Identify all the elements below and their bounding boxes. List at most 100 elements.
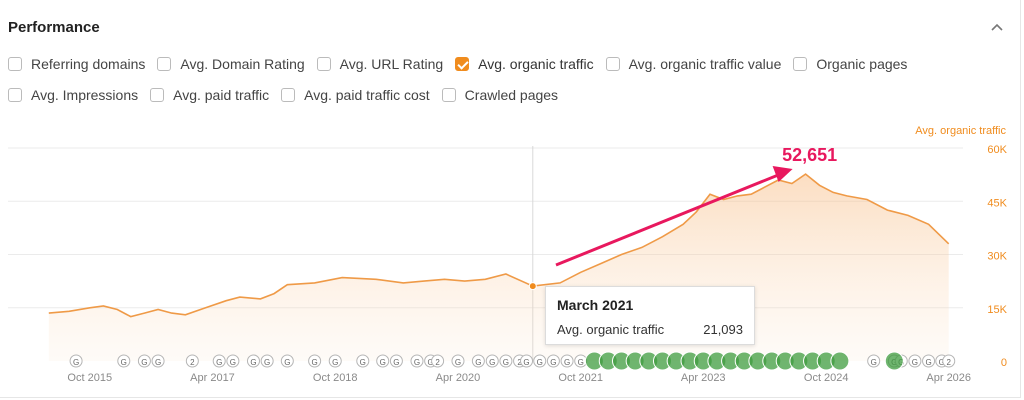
- update-marker-label: G: [912, 358, 918, 367]
- update-marker: [922, 354, 936, 368]
- chevron-up-icon[interactable]: [989, 20, 1005, 36]
- update-marker: [328, 354, 342, 368]
- y-axis-label: Avg. organic traffic: [915, 125, 1006, 137]
- y-tick-label: 30K: [987, 251, 1007, 263]
- update-marker-label: G: [141, 358, 147, 367]
- update-marker-label: G: [489, 358, 495, 367]
- update-marker-label: G: [925, 358, 931, 367]
- y-tick-label: 60K: [987, 144, 1007, 156]
- update-marker-label: G: [475, 358, 481, 367]
- x-tick-label: Oct 2021: [558, 372, 603, 384]
- checkbox[interactable]: [441, 88, 456, 102]
- metric-label: Crawled pages: [464, 87, 559, 103]
- update-marker-label: G: [871, 358, 877, 367]
- series-area: [48, 174, 949, 361]
- checkbox[interactable]: [793, 57, 808, 71]
- update-marker-label: G: [380, 358, 386, 367]
- update-marker: [410, 354, 424, 368]
- hover-point: [528, 282, 537, 291]
- tooltip-date: March 2021: [557, 297, 634, 313]
- update-marker: [260, 354, 274, 368]
- update-marker: [151, 354, 165, 368]
- metric-referring-domains[interactable]: Referring domains: [8, 54, 145, 74]
- update-marker-label: G: [264, 358, 270, 367]
- update-marker: [471, 354, 485, 368]
- update-marker: [185, 354, 199, 368]
- x-tick-label: Apr 2020: [436, 372, 481, 384]
- metric-label: Avg. organic traffic value: [628, 56, 782, 72]
- update-marker-label: G: [939, 358, 945, 367]
- update-marker: [212, 354, 226, 368]
- x-tick-label: Oct 2024: [804, 372, 849, 384]
- update-marker: [356, 354, 370, 368]
- metric-avg-impressions[interactable]: Avg. Impressions: [8, 85, 138, 105]
- series-line: [48, 173, 950, 318]
- update-marker: [431, 354, 445, 368]
- update-marker: [376, 354, 390, 368]
- update-marker-label: G: [360, 358, 366, 367]
- update-marker-label: G: [332, 358, 338, 367]
- metric-label: Referring domains: [31, 56, 146, 72]
- update-marker-label: G: [503, 358, 509, 367]
- update-marker: [226, 354, 240, 368]
- update-marker-label: G: [523, 358, 529, 367]
- update-marker-label: G: [312, 358, 318, 367]
- update-marker: [246, 354, 260, 368]
- x-tick-label: Oct 2015: [67, 372, 112, 384]
- tooltip-row: Avg. organic traffic 21,093: [557, 322, 743, 337]
- checkbox[interactable]: [316, 57, 331, 71]
- metric-label: Avg. Impressions: [31, 87, 139, 103]
- update-marker: [117, 354, 131, 368]
- checkbox[interactable]: [157, 57, 172, 71]
- checkbox[interactable]: [150, 88, 165, 102]
- checkbox[interactable]: [8, 88, 22, 102]
- update-marker: [520, 354, 534, 368]
- metric-row: Avg. Impressions Avg. paid traffic Avg. pa…: [8, 85, 1008, 105]
- update-marker-label: G: [414, 358, 420, 367]
- update-marker-label: 2: [517, 358, 522, 367]
- update-marker-label: G: [564, 358, 570, 367]
- metric-avg-paid-traffic-cost[interactable]: Avg. paid traffic cost: [281, 85, 430, 105]
- update-marker-label: G: [284, 358, 290, 367]
- tooltip-label: Avg. organic traffic: [557, 322, 665, 337]
- update-marker-label: G: [455, 358, 461, 367]
- update-marker-label: 2: [190, 358, 195, 367]
- metric-avg-organic-traffic-value[interactable]: Avg. organic traffic value: [605, 54, 782, 74]
- traffic-chart: 60K 45K 30K 15K 0 Avg. organic traffic Oct 201…: [8, 125, 1008, 384]
- metric-avg-url-rating[interactable]: Avg. URL Rating: [316, 54, 443, 74]
- update-marker-label: G: [216, 358, 222, 367]
- update-marker: [560, 354, 574, 368]
- metric-label: Organic pages: [816, 56, 908, 72]
- update-marker-label: G: [578, 358, 584, 367]
- metric-label: Avg. organic traffic: [478, 56, 594, 72]
- checkbox[interactable]: [281, 88, 296, 102]
- update-marker: [867, 354, 881, 368]
- update-marker-green: [830, 351, 850, 371]
- update-marker-label: G: [550, 358, 556, 367]
- update-marker-label: G: [537, 358, 543, 367]
- metric-avg-paid-traffic[interactable]: Avg. paid traffic: [150, 85, 269, 105]
- metric-label: Avg. Domain Rating: [180, 56, 305, 72]
- update-marker: [389, 354, 403, 368]
- y-tick-label: 45K: [987, 197, 1007, 209]
- metric-selector: Referring domains Avg. Domain Rating Avg. …: [8, 54, 1008, 116]
- annotation-label: 52,651: [782, 145, 837, 165]
- metric-avg-organic-traffic[interactable]: Avg. organic traffic: [455, 54, 594, 74]
- update-marker-green: [884, 351, 904, 371]
- checkbox[interactable]: [8, 57, 22, 71]
- metric-avg-domain-rating[interactable]: Avg. Domain Rating: [157, 54, 305, 74]
- x-tick-label: Apr 2026: [926, 372, 971, 384]
- checkbox[interactable]: [605, 57, 620, 71]
- update-marker: [908, 354, 922, 368]
- update-marker-label: G: [73, 358, 79, 367]
- metric-crawled-pages[interactable]: Crawled pages: [441, 85, 559, 105]
- update-marker: [533, 354, 547, 368]
- metric-row: Referring domains Avg. Domain Rating Avg. …: [8, 54, 1008, 74]
- checkbox-checked[interactable]: [455, 57, 470, 71]
- update-marker-label: G: [428, 358, 434, 367]
- update-marker-label: G: [121, 358, 127, 367]
- update-marker-label: 2: [947, 358, 952, 367]
- metric-organic-pages[interactable]: Organic pages: [793, 54, 907, 74]
- y-tick-label: 15K: [987, 304, 1007, 316]
